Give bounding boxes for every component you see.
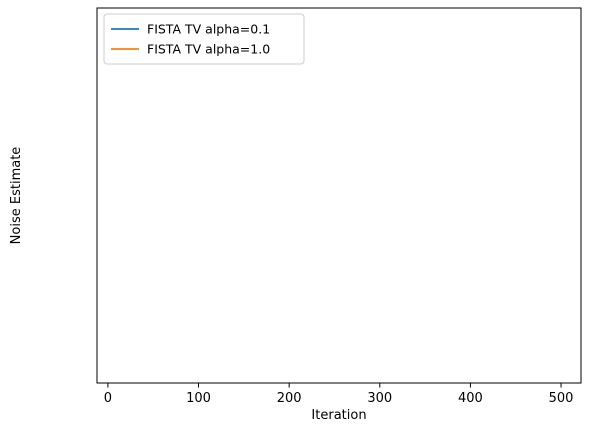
axis-ticks: 01002003004005000.000020.000040.000060.0… bbox=[104, 383, 574, 406]
legend-label-1: FISTA TV alpha=0.1 bbox=[147, 22, 270, 37]
legend: FISTA TV alpha=0.1 FISTA TV alpha=1.0 bbox=[103, 13, 305, 65]
x-tick-label: 400 bbox=[458, 391, 483, 406]
y-axis-label: Noise Estimate bbox=[9, 147, 24, 245]
legend-label-2: FISTA TV alpha=1.0 bbox=[147, 42, 270, 57]
x-tick-label: 200 bbox=[277, 391, 302, 406]
x-tick-label: 0 bbox=[104, 391, 112, 406]
plot-frame bbox=[96, 7, 582, 384]
legend-box bbox=[103, 13, 305, 65]
x-tick-label: 300 bbox=[367, 391, 392, 406]
x-tick-label: 100 bbox=[186, 391, 211, 406]
x-axis-label: Iteration bbox=[311, 408, 366, 423]
x-tick-label: 500 bbox=[549, 391, 574, 406]
